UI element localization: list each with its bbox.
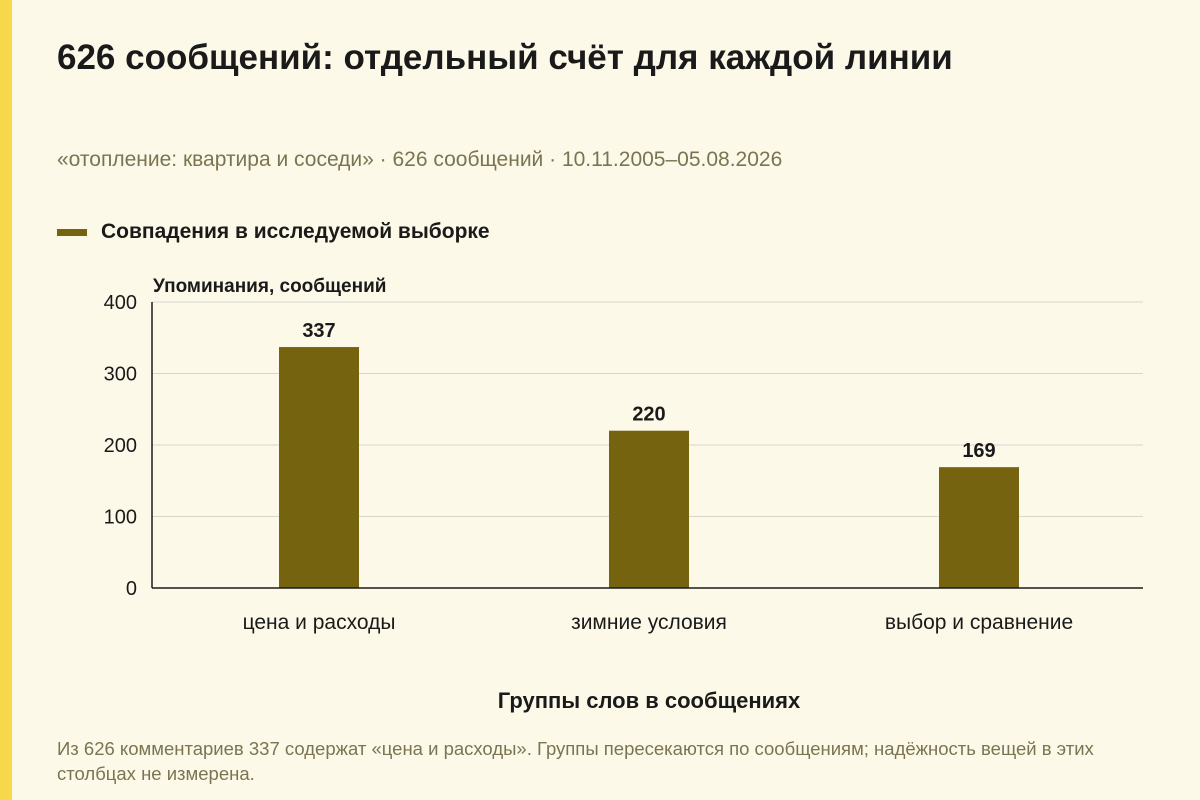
bar [939,467,1019,588]
bar-value-label: 337 [302,320,335,342]
bar [279,347,359,588]
x-axis-title: Группы слов в сообщениях [498,688,801,713]
y-tick-label: 300 [104,364,137,386]
bar-value-label: 169 [962,440,995,462]
y-tick-label: 400 [104,292,137,314]
bar-value-label: 220 [632,404,665,426]
legend-swatch [57,228,87,236]
accent-strip [0,0,12,800]
x-tick-label: выбор и сравнение [885,611,1073,634]
chart-subtitle: «отопление: квартира и соседи» · 626 соо… [57,148,783,171]
bar-chart: 0 100 200 300 400 337 цена и расходы 220 зимние … [104,276,1143,713]
x-tick-label: цена и расходы [243,611,396,634]
y-tick-label: 200 [104,435,137,457]
y-axis-title: Упоминания, сообщений [153,276,386,297]
axis-layer [151,302,1143,589]
legend-label: Совпадения в исследуемой выборке [101,220,490,243]
bar [609,430,689,588]
y-tick-label: 0 [126,578,137,600]
y-tick-label: 100 [104,507,137,529]
x-tick-label: зимние условия [571,611,727,634]
labels-layer: 0 100 200 300 400 337 цена и расходы 220 зимние … [104,276,1074,713]
footnote: Из 626 комментариев 337 содержат «цена и… [57,738,1094,784]
chart-title: 626 сообщений: отдельный счёт для каждой… [57,38,953,77]
legend: Совпадения в исследуемой выборке [57,217,490,247]
bars-layer [279,347,1019,588]
